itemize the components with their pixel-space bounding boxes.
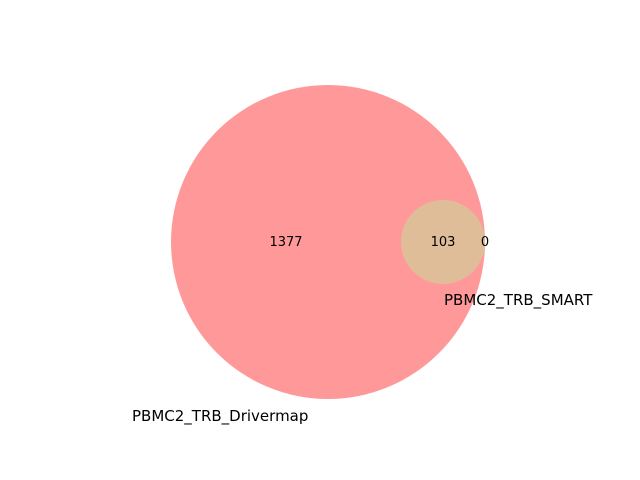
count-overlap: 103 <box>431 235 456 250</box>
count-only-drivermap: 1377 <box>269 235 302 250</box>
set-circle-smart <box>401 200 485 284</box>
count-only-smart: 0 <box>481 235 489 250</box>
set-label-drivermap: PBMC2_TRB_Drivermap <box>132 407 308 426</box>
set-label-smart: PBMC2_TRB_SMART <box>444 291 593 310</box>
set-circle-drivermap <box>171 85 485 399</box>
